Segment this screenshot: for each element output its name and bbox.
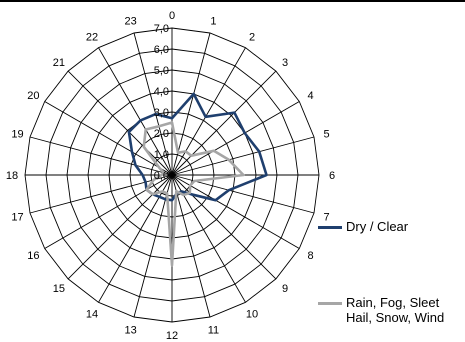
category-label: 23: [124, 16, 136, 28]
radial-tick-label: 3,0: [154, 107, 169, 119]
category-label: 6: [329, 170, 335, 182]
category-label: 0: [169, 10, 175, 22]
category-label: 21: [53, 57, 65, 69]
legend-item-dry-clear: Dry / Clear: [318, 219, 408, 234]
grid-spoke: [44, 174, 173, 249]
category-label: 20: [27, 90, 39, 102]
grid-spoke: [67, 70, 173, 176]
category-label: 8: [308, 250, 314, 262]
grid-spoke: [171, 101, 300, 176]
category-label: 2: [249, 31, 255, 43]
grid-spoke: [98, 47, 173, 176]
grid-spoke: [171, 174, 277, 280]
grid-spoke: [171, 174, 246, 303]
category-label: 22: [86, 31, 98, 43]
legend-swatch-rain-fog: [318, 302, 342, 305]
category-label: 5: [323, 129, 329, 141]
category-label: 14: [86, 309, 98, 321]
radial-tick-label: 7,0: [154, 23, 169, 35]
grid-spoke: [44, 101, 173, 176]
radial-tick-label: 5,0: [154, 65, 169, 77]
series-line-dry-clear: [127, 92, 268, 202]
category-label: 18: [6, 170, 18, 182]
category-label: 7: [323, 211, 329, 223]
radial-tick-label: 4,0: [154, 86, 169, 98]
legend-label-dry-clear: Dry / Clear: [346, 219, 409, 234]
legend-label-rain-fog-line1: Rain, Fog, Sleet: [346, 295, 440, 310]
category-label: 3: [282, 57, 288, 69]
category-label: 10: [246, 309, 258, 321]
category-label: 4: [308, 90, 314, 102]
grid-spoke: [67, 174, 173, 280]
grid-spoke: [171, 70, 277, 176]
category-label: 15: [53, 283, 65, 295]
grid-spoke: [29, 174, 173, 214]
radial-tick-label: 0,0: [154, 170, 169, 182]
series-line-rain-fog: [142, 121, 245, 267]
grid-spoke: [171, 47, 246, 176]
category-label: 17: [11, 211, 23, 223]
radial-tick-label: 1,0: [154, 149, 169, 161]
category-label: 16: [27, 250, 39, 262]
grid-spoke: [171, 174, 211, 318]
category-label: 1: [210, 16, 216, 28]
top-border-line: [0, 0, 465, 2]
legend-label-rain-fog-line2: Hail, Snow, Wind: [346, 310, 445, 325]
radial-tick-label: 6,0: [154, 44, 169, 56]
category-label: 9: [282, 283, 288, 295]
legend-swatch-dry-clear: [318, 226, 342, 229]
category-label: 11: [208, 325, 219, 337]
category-label: 19: [11, 129, 23, 141]
grid-spoke: [171, 136, 315, 176]
grid-spoke: [133, 32, 173, 176]
grid-spoke: [29, 136, 173, 176]
category-label: 12: [166, 330, 178, 342]
grid-spoke: [171, 174, 300, 249]
legend-item-rain-fog: Rain, Fog, Sleet Hail, Snow, Wind: [318, 295, 444, 325]
radial-tick-label: 2,0: [154, 128, 169, 140]
category-label: 13: [124, 325, 136, 337]
